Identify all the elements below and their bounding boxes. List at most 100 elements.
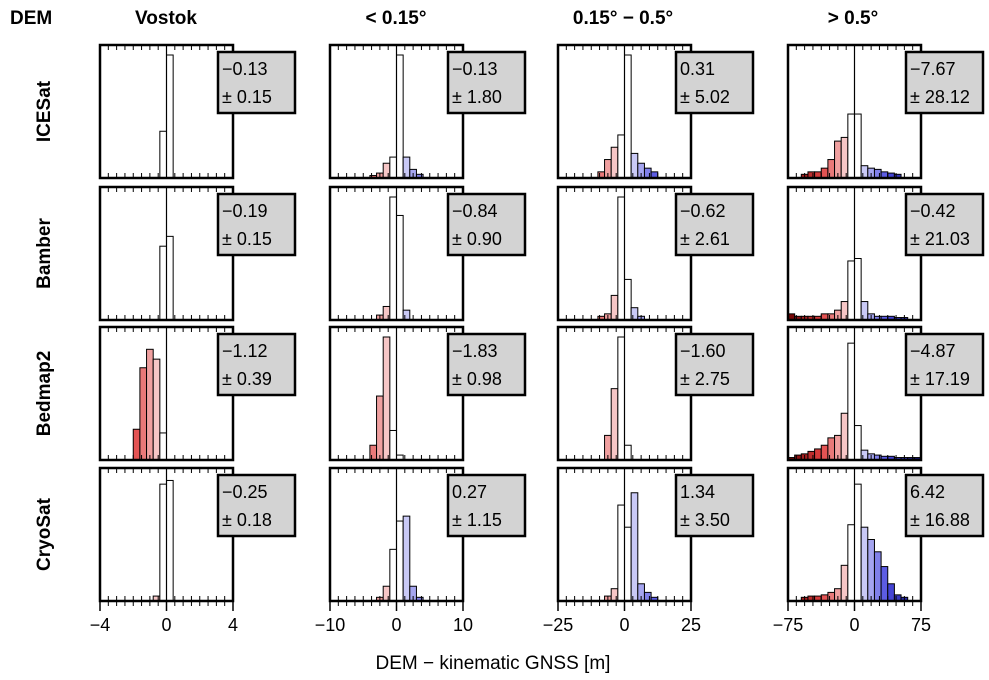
histogram-bar [624, 526, 632, 602]
histogram-bar [854, 425, 862, 461]
histogram-bar [396, 520, 404, 602]
histogram-bar [402, 515, 411, 602]
histogram-bar [159, 483, 168, 602]
stats-box [446, 332, 527, 397]
stats-box [904, 473, 985, 538]
stat-mean: 6.42 [910, 482, 945, 502]
tick-label: 0 [391, 615, 401, 635]
histogram-bar [814, 448, 822, 461]
panel-bedmap2-2: −1.60 ± 2.75 [556, 325, 755, 462]
histogram-bar [624, 54, 632, 179]
histogram-bar [643, 591, 652, 602]
histogram-bar [152, 358, 161, 461]
histogram-bar [382, 305, 391, 321]
stat-sd: ± 0.15 [222, 229, 272, 249]
histogram-bar [166, 235, 174, 321]
histogram-bar [854, 113, 862, 179]
histogram-bar [610, 388, 619, 461]
histogram-bar [840, 412, 849, 461]
stats-box [216, 332, 297, 397]
stat-mean: −1.83 [452, 341, 498, 361]
stats-box [446, 192, 527, 257]
column-title-0: Vostok [135, 8, 197, 29]
histogram-bar [860, 526, 869, 602]
stats-box [446, 473, 527, 538]
stat-sd: ± 1.15 [452, 510, 502, 530]
stat-mean: −0.13 [452, 59, 498, 79]
tick-label: 10 [453, 615, 473, 635]
tick-label: 25 [681, 615, 701, 635]
histogram-bar [827, 159, 836, 179]
row-labels: ICESat Bamber Bedmap2 CryoSat [34, 80, 55, 571]
histogram-bar [880, 566, 889, 602]
histogram-bar [166, 479, 174, 602]
stats-box [904, 50, 985, 115]
stats-box [904, 192, 985, 257]
histogram-bar [807, 450, 816, 461]
histogram-bar [624, 278, 632, 321]
histogram-bar [389, 429, 398, 461]
stat-sd: ± 5.02 [680, 87, 730, 107]
histogram-bar [396, 214, 404, 321]
panel-icesat-0: −0.13 ± 0.15 [98, 43, 297, 180]
histogram-bar [159, 245, 168, 321]
row-label-cryosat: CryoSat [34, 497, 55, 571]
histogram-bar [854, 483, 862, 602]
histogram-bar [402, 156, 411, 179]
histogram-bar [643, 167, 652, 179]
stats-box [674, 332, 755, 397]
panel-bamber-0: −0.19 ± 0.15 [98, 185, 297, 322]
panel-bamber-3: −0.42 ± 21.03 [786, 185, 985, 322]
histogram-bar [617, 336, 625, 461]
stat-mean: −1.60 [680, 341, 726, 361]
stat-sd: ± 28.12 [910, 87, 970, 107]
histogram-bar [389, 196, 398, 321]
stats-box [216, 192, 297, 257]
dem-header: DEM [10, 8, 52, 29]
stat-mean: −4.87 [910, 341, 956, 361]
stats-box [674, 50, 755, 115]
tick-label: 0 [849, 615, 859, 635]
histogram-bar [840, 564, 849, 602]
histogram-bar [396, 54, 404, 179]
histogram-bar [389, 548, 398, 602]
histogram-bar [867, 539, 875, 602]
histogram-bar [847, 113, 855, 179]
panel-bamber-2: −0.62 ± 2.61 [556, 185, 755, 322]
histogram-bar [847, 524, 855, 602]
histogram-bar [369, 444, 378, 461]
column-title-1: < 0.15° [366, 8, 427, 29]
stat-sd: ± 2.75 [680, 369, 730, 389]
tick-label: −4 [90, 615, 111, 635]
histogram-bar [840, 136, 849, 179]
panel-bamber-1: −0.84 ± 0.90 [328, 185, 527, 322]
panel-bedmap2-0: −1.12 ± 0.39 [98, 325, 297, 462]
histogram-bar [840, 301, 849, 321]
panel-bedmap2-1: −1.83 ± 0.98 [328, 325, 527, 462]
stat-sd: ± 2.61 [680, 229, 730, 249]
histogram-bar [820, 167, 829, 179]
histogram-bar [630, 307, 639, 321]
tick-label: 0 [619, 615, 629, 635]
histogram-bar [376, 395, 384, 461]
stats-box [674, 473, 755, 538]
panel-icesat-2: 0.31 ± 5.02 [556, 43, 755, 180]
histogram-bar [610, 146, 619, 179]
histogram-bar [617, 196, 625, 321]
stat-mean: 0.31 [680, 59, 715, 79]
histogram-bar [860, 165, 869, 179]
panel-icesat-3: −7.67 ± 28.12 [786, 43, 985, 180]
stat-mean: 0.27 [452, 482, 487, 502]
row-label-icesat: ICESat [34, 80, 55, 142]
stats-box [904, 332, 985, 397]
stat-mean: −0.42 [910, 201, 956, 221]
histogram-bar [834, 140, 842, 179]
stat-sd: ± 21.03 [910, 229, 970, 249]
histogram-bar [873, 551, 882, 602]
histogram-bar [624, 444, 632, 461]
panel-cryosat-0: −0.25 ± 0.18 [98, 466, 297, 603]
histogram-bar [159, 130, 168, 179]
histogram-bar [159, 432, 168, 461]
histogram-bar [847, 342, 855, 461]
